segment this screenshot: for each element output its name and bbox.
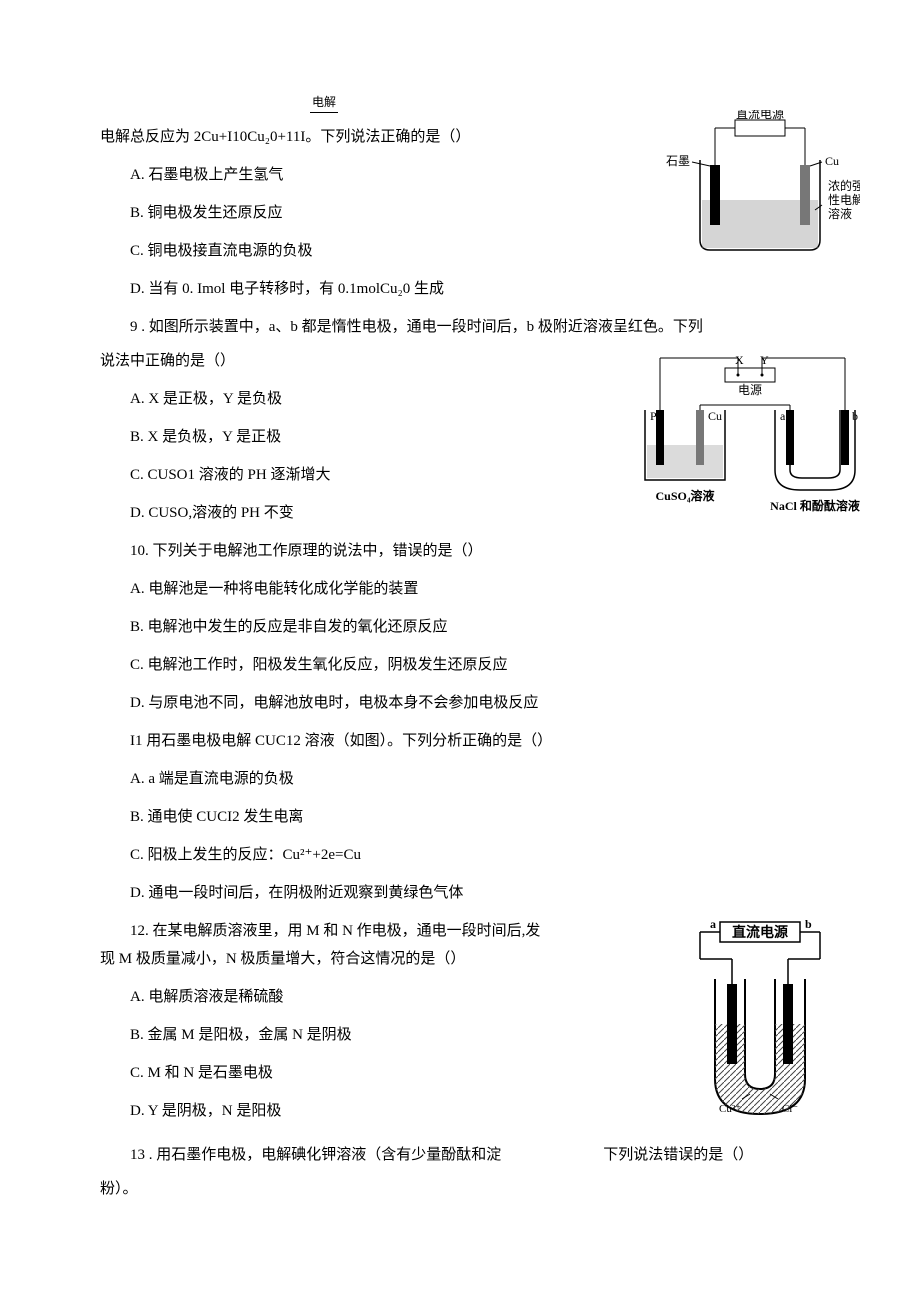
fig-label: 直流电源 <box>732 924 788 941</box>
q10-option-c: C. 电解池工作时，阳极发生氧化反应，阴极发生还原反应 <box>130 653 840 677</box>
q11-option-d: D. 通电一段时间后，在阴极附近观察到黄绿色气体 <box>130 881 840 905</box>
q13-stem-b: 下列说法错误的是（） <box>603 1143 840 1167</box>
fig-label: 石墨 <box>666 154 690 168</box>
q9-figure: X Y 电源 Pt <box>630 350 870 520</box>
fig-label: Cu <box>825 154 839 168</box>
fig-label: 电源 <box>738 383 762 397</box>
q11-option-a: A. a 端是直流电源的负极 <box>130 767 840 791</box>
q10-option-d: D. 与原电池不同，电解池放电时，电极本身不会参加电极反应 <box>130 691 840 715</box>
question-8: 电解 电解总反应为 2Cu+I10Cu₂0+11I。下列说法正确的是（） A. … <box>100 90 840 301</box>
fig-label: NaCl 和酚酞溶液 <box>770 498 860 513</box>
fig-label: b <box>852 409 858 423</box>
q13-stem-a: 13 . 用石墨作电极，电解碘化钾溶液（含有少量酚酞和淀 <box>100 1143 559 1167</box>
fig-label: Cu²⁺ <box>719 1103 741 1115</box>
q11-option-b: B. 通电使 CUCI2 发生电离 <box>130 805 840 829</box>
question-9: 9 . 如图所示装置中，a、b 都是惰性电极，通电一段时间后，b 极附近溶液呈红… <box>100 315 840 525</box>
fig-label: 溶液 <box>828 206 852 221</box>
fig-label: 浓的强碱 <box>828 178 860 193</box>
q12-figure: 直流电源 a b <box>670 914 850 1124</box>
fig-label: CuSO₄溶液 <box>656 488 715 503</box>
q11-option-c: C. 阳极上发生的反应：Cu²⁺+2e=Cu <box>130 843 840 867</box>
q11-stem: I1 用石墨电极电解 CUC12 溶液（如图）。下列分析正确的是（） <box>100 729 840 753</box>
fig-label: X <box>735 353 744 367</box>
q10-option-a: A. 电解池是一种将电能转化成化学能的装置 <box>130 577 840 601</box>
fig-label: 直流电源 <box>736 110 784 121</box>
q10-option-b: B. 电解池中发生的反应是非自发的氧化还原反应 <box>130 615 840 639</box>
question-12: 12. 在某电解质溶液里，用 M 和 N 作电极，通电一段时间后,发 现 M 极… <box>100 919 840 1123</box>
q9-stem-1: 9 . 如图所示装置中，a、b 都是惰性电极，通电一段时间后，b 极附近溶液呈红… <box>100 315 840 339</box>
fig-label: Y <box>760 353 769 367</box>
question-10: 10. 下列关于电解池工作原理的说法中，错误的是（） A. 电解池是一种将电能转… <box>100 539 840 715</box>
q13-stem-2: 粉）。 <box>100 1177 840 1201</box>
fig-label: a <box>710 917 716 931</box>
fig-label: Pt <box>650 409 661 423</box>
fig-label: b <box>805 917 812 931</box>
q8-option-d: D. 当有 0. Imol 电子转移时，有 0.1molCu₂0 生成 <box>130 277 840 301</box>
question-13: 13 . 用石墨作电极，电解碘化钾溶液（含有少量酚酞和淀 下列说法错误的是（） … <box>100 1143 840 1201</box>
page: 电解 电解总反应为 2Cu+I10Cu₂0+11I。下列说法正确的是（） A. … <box>0 0 920 1271</box>
question-11: I1 用石墨电极电解 CUC12 溶液（如图）。下列分析正确的是（） A. a … <box>100 729 840 905</box>
q10-stem: 10. 下列关于电解池工作原理的说法中，错误的是（） <box>100 539 840 563</box>
q8-figure: 直流电源 石墨 Cu 浓的强碱 性电解质 <box>660 110 860 260</box>
fig-label: 性电解质 <box>828 193 860 207</box>
fig-label: a <box>780 409 786 423</box>
fig-label: Cu <box>708 409 722 423</box>
fig-label: Cl⁻ <box>782 1103 798 1115</box>
